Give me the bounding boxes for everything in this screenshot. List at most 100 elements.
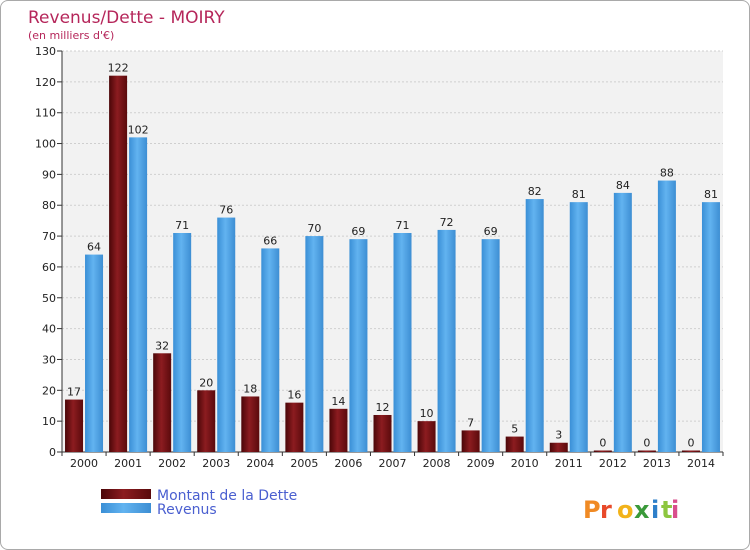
value-labels: 17 64 122 102 32 71 20 76 18 66 16 70 14 69 12 71 10 72 7 6…: [67, 62, 718, 450]
y-tick-label: 60: [42, 261, 56, 274]
y-tick-label: 80: [42, 199, 56, 212]
x-tick-label: 2011: [555, 457, 583, 470]
data-label: 7: [467, 416, 474, 429]
data-label: 32: [155, 339, 169, 352]
bar-debt: [329, 408, 348, 452]
legend-label-debt: Montant de la Dette: [157, 488, 297, 504]
data-label: 70: [307, 222, 321, 235]
bar-revenus: [393, 232, 412, 452]
data-label: 3: [555, 429, 562, 442]
y-tick-label: 50: [42, 292, 56, 305]
y-tick-label: 10: [42, 415, 56, 428]
x-tick-label: 2009: [467, 457, 495, 470]
y-tick-label: 30: [42, 353, 56, 366]
data-label: 66: [263, 234, 277, 247]
data-label: 71: [396, 219, 410, 232]
data-label: 76: [219, 204, 233, 217]
bar-revenus: [217, 217, 236, 452]
y-tick-label: 70: [42, 230, 56, 243]
data-label: 88: [660, 167, 674, 180]
data-label: 0: [599, 437, 606, 450]
x-tick-label: 2006: [334, 457, 362, 470]
bar-revenus: [613, 192, 632, 452]
x-tick-label: 2010: [511, 457, 539, 470]
x-tick-label: 2008: [423, 457, 451, 470]
bar-debt: [593, 450, 612, 452]
logo-letter: P: [583, 496, 601, 524]
bar-debt: [637, 450, 656, 452]
bar-revenus: [129, 137, 148, 452]
data-label: 72: [440, 216, 454, 229]
y-tick-label: 100: [35, 138, 56, 151]
data-label: 82: [528, 185, 542, 198]
legend-swatch-revenus: [101, 503, 151, 513]
logo-letter: x: [634, 496, 650, 524]
x-tick-label: 2003: [202, 457, 230, 470]
bar-debt: [153, 353, 172, 452]
x-tick-label: 2005: [290, 457, 318, 470]
y-tick-label: 120: [35, 76, 56, 89]
data-label: 20: [199, 376, 213, 389]
data-label: 5: [511, 423, 518, 436]
bar-revenus: [701, 202, 720, 452]
logo-letter: o: [617, 496, 634, 524]
x-tick-label: 2013: [643, 457, 671, 470]
data-label: 102: [128, 123, 149, 136]
data-label: 71: [175, 219, 189, 232]
data-label: 69: [484, 225, 498, 238]
x-tick-label: 2000: [70, 457, 98, 470]
bar-revenus: [173, 232, 192, 452]
data-label: 69: [351, 225, 365, 238]
x-tick-label: 2001: [114, 457, 142, 470]
chart-title: Revenus/Dette - MOIRY: [28, 8, 225, 28]
bar-debt: [549, 442, 568, 452]
data-label: 84: [616, 179, 630, 192]
bar-debt: [285, 402, 304, 452]
data-label: 12: [376, 401, 390, 414]
bar-debt: [681, 450, 700, 452]
logo-letter: i: [671, 496, 679, 524]
bar-debt: [241, 396, 260, 452]
bar-revenus: [481, 239, 500, 452]
bar-revenus: [525, 199, 544, 452]
axes: [57, 50, 724, 456]
bar-debt: [417, 421, 436, 452]
data-label: 122: [108, 62, 129, 75]
data-label: 81: [704, 188, 718, 201]
y-tick-label: 0: [49, 446, 56, 459]
data-label: 64: [87, 241, 101, 254]
bar-debt: [373, 414, 392, 452]
y-tick-label: 20: [42, 384, 56, 397]
logo-letter: t: [661, 496, 672, 524]
bar-revenus: [437, 229, 456, 452]
bar-revenus: [349, 239, 368, 452]
legend-swatch-debt: [101, 489, 151, 499]
plot-area: [62, 51, 723, 452]
bar-revenus: [569, 202, 588, 452]
legend: Montant de la Dette Revenus: [101, 488, 297, 518]
logo-letter: r: [600, 496, 612, 524]
y-tick-label: 90: [42, 168, 56, 181]
data-label: 17: [67, 386, 81, 399]
data-label: 0: [643, 437, 650, 450]
bar-revenus: [305, 236, 324, 452]
bar-debt: [109, 75, 128, 452]
x-tick-label: 2002: [158, 457, 186, 470]
bar-revenus: [657, 180, 676, 453]
y-tick-label: 110: [35, 107, 56, 120]
y-tick-labels: 0 10 20 30 40 50 60 70 80 90 100 110 120 130: [35, 45, 56, 459]
data-label: 18: [243, 382, 257, 395]
data-label: 16: [287, 389, 301, 402]
x-tick-label: 2012: [599, 457, 627, 470]
chart-subtitle: (en milliers d'€): [28, 29, 114, 42]
x-tick-labels: 2000 2001 2002 2003 2004 2005 2006 2007 2008 2009…: [70, 457, 715, 470]
logo-letter: i: [651, 496, 659, 524]
data-label: 10: [420, 407, 434, 420]
x-tick-label: 2004: [246, 457, 274, 470]
plot-background: [62, 51, 723, 452]
bar-debt: [65, 399, 84, 452]
data-label: 81: [572, 188, 586, 201]
